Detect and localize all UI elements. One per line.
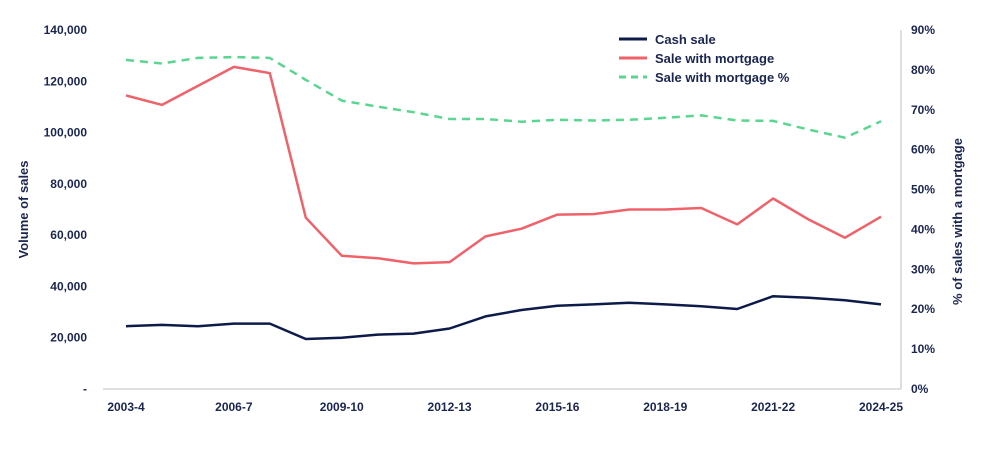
x-tick-label: 2021-22 (751, 400, 795, 414)
y2-tick-label: 60% (911, 143, 935, 157)
y2-tick-label: 40% (911, 222, 935, 236)
right-axis-ticks: 0% 10% 20% 30% 40% 50% 60% 70% 80% 90% (911, 23, 935, 396)
x-tick-label: 2018-19 (643, 400, 687, 414)
x-tick-label: 2012-13 (428, 400, 472, 414)
legend-label: Sale with mortgage % (655, 70, 790, 85)
series-line-sale-with-mortgage (125, 55, 882, 139)
x-tick-label: 2024-25 (859, 400, 903, 414)
series-line-cash-sale (125, 294, 882, 341)
left-axis-ticks: - 20,000 40,000 60,000 80,000 100,000 120,000 1… (44, 23, 88, 396)
y2-tick-label: 30% (911, 262, 935, 276)
x-axis-ticks: 2003-4 2006-7 2009-10 2012-13 2015-16 2018-19… (107, 400, 903, 414)
y2-tick-label: 80% (911, 63, 935, 77)
x-tick-label: 2009-10 (320, 400, 364, 414)
legend: Cash sale Sale with mortgage Sale with mor… (619, 32, 790, 85)
y-tick-label: 40,000 (50, 279, 87, 293)
y-tick-label: 20,000 (50, 331, 87, 345)
y2-tick-label: 70% (911, 103, 935, 117)
x-tick-label: 2003-4 (107, 400, 145, 414)
y-tick-label: 120,000 (44, 74, 88, 88)
y2-tick-label: 20% (911, 302, 935, 316)
y2-tick-label: 0% (911, 382, 929, 396)
y2-axis-title: % of sales with a mortgage (950, 138, 965, 305)
y-tick-label: 140,000 (44, 23, 88, 37)
y-tick-label: 60,000 (50, 228, 87, 242)
y2-tick-label: 90% (911, 23, 935, 37)
series-line-sale-with-mortgage (125, 65, 882, 265)
y-tick-label: - (83, 382, 87, 396)
y-tick-label: 80,000 (50, 177, 87, 191)
x-tick-label: 2006-7 (215, 400, 253, 414)
x-tick-label: 2015-16 (535, 400, 579, 414)
series-layer (125, 55, 882, 341)
y-tick-label: 100,000 (44, 126, 88, 140)
legend-label: Cash sale (655, 32, 716, 47)
legend-label: Sale with mortgage (655, 51, 774, 66)
y-axis-title: Volume of sales (16, 160, 31, 258)
axes (103, 30, 902, 390)
y2-tick-label: 50% (911, 183, 935, 197)
y2-tick-label: 10% (911, 342, 935, 356)
